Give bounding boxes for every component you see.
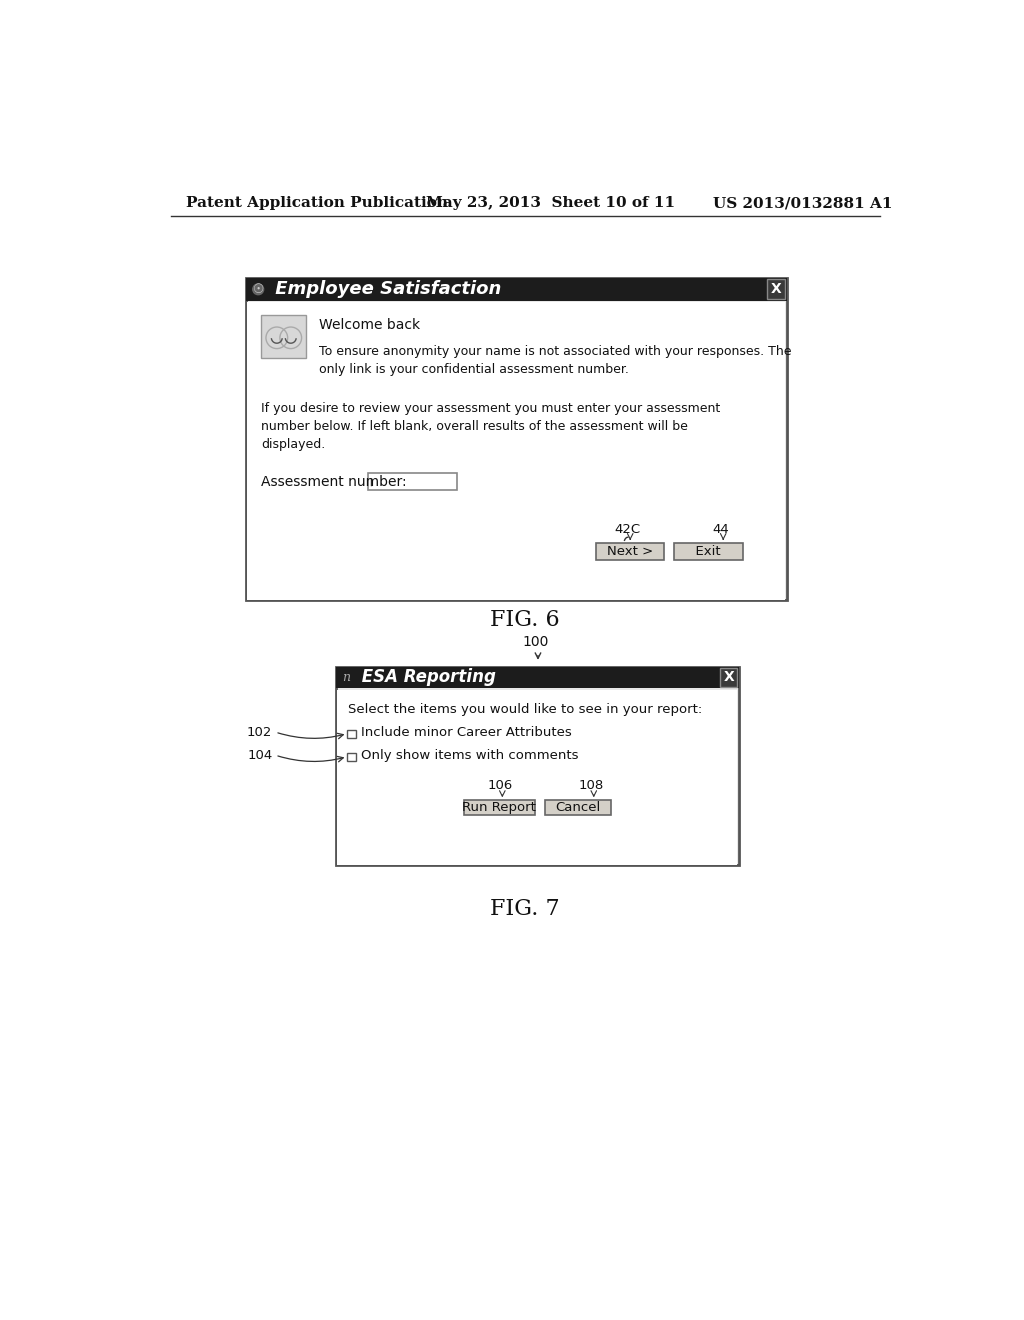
- Text: Only show items with comments: Only show items with comments: [361, 748, 579, 762]
- Text: To ensure anonymity your name is not associated with your responses. The
only li: To ensure anonymity your name is not ass…: [319, 345, 792, 376]
- Bar: [261, 314, 306, 358]
- Text: Run Report: Run Report: [462, 801, 537, 814]
- Text: Cancel: Cancel: [555, 801, 600, 814]
- Bar: [464, 800, 535, 816]
- Text: Patent Application Publication: Patent Application Publication: [186, 197, 449, 210]
- Text: US 2013/0132881 A1: US 2013/0132881 A1: [713, 197, 893, 210]
- Bar: [336, 667, 738, 866]
- Text: Exit: Exit: [687, 545, 729, 558]
- Text: ☉: ☉: [253, 282, 264, 296]
- Text: FIG. 6: FIG. 6: [490, 610, 559, 631]
- Text: ESA Reporting: ESA Reporting: [356, 668, 496, 686]
- Bar: [246, 277, 786, 301]
- Text: Assessment number:: Assessment number:: [261, 475, 407, 488]
- Text: 106: 106: [487, 779, 513, 792]
- Bar: [369, 474, 458, 490]
- Text: FIG. 7: FIG. 7: [490, 898, 559, 920]
- Text: Welcome back: Welcome back: [319, 318, 421, 333]
- Bar: [246, 277, 786, 599]
- Text: 42C: 42C: [614, 523, 641, 536]
- Text: Include minor Career Attributes: Include minor Career Attributes: [361, 726, 572, 739]
- Text: Employee Satisfaction: Employee Satisfaction: [269, 280, 502, 298]
- Bar: [248, 302, 785, 599]
- Text: May 23, 2013  Sheet 10 of 11: May 23, 2013 Sheet 10 of 11: [426, 197, 676, 210]
- Bar: [675, 544, 742, 561]
- Text: X: X: [770, 282, 781, 296]
- Text: 104: 104: [247, 748, 272, 762]
- Text: 100: 100: [522, 635, 549, 649]
- Text: If you desire to review your assessment you must enter your assessment
number be: If you desire to review your assessment …: [261, 403, 721, 451]
- Bar: [347, 752, 356, 762]
- Bar: [347, 730, 356, 738]
- Bar: [720, 668, 737, 686]
- Bar: [596, 544, 665, 561]
- Text: X: X: [723, 671, 734, 684]
- Text: 108: 108: [579, 779, 604, 792]
- Bar: [337, 689, 737, 866]
- Text: 102: 102: [247, 726, 272, 739]
- Text: n: n: [343, 671, 350, 684]
- Bar: [336, 667, 738, 688]
- Circle shape: [253, 284, 263, 294]
- Bar: [767, 280, 785, 300]
- Text: Next >: Next >: [607, 545, 653, 558]
- Text: Select the items you would like to see in your report:: Select the items you would like to see i…: [348, 704, 702, 717]
- Bar: [545, 800, 611, 816]
- Text: 44: 44: [713, 523, 729, 536]
